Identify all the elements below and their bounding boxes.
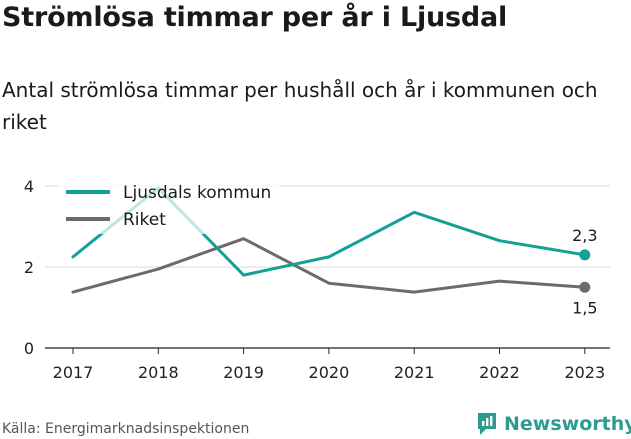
y-tick-label: 0 [24,339,34,358]
riket-end-label: 1,5 [572,298,597,317]
ljusdal-end-marker [579,249,591,261]
x-tick-label: 2019 [223,363,264,382]
legend-label-riket: Riket [123,210,166,230]
legend-background [58,176,280,234]
source-note: Källa: Energimarknadsinspektionen [2,421,250,437]
ljusdal-end-label: 2,3 [572,226,597,245]
axes: 0 2 4 2017 2018 2019 2020 2021 2022 2023 [24,177,605,382]
y-tick-label: 2 [24,258,34,277]
legend: Ljusdals kommun Riket [58,176,280,234]
legend-label-ljusdal: Ljusdals kommun [123,183,271,203]
x-tick-label: 2022 [479,363,520,382]
riket-end-marker [579,281,591,293]
chart-title: Strömlösa timmar per år i Ljusdal [2,2,508,33]
newsworthy-logo-icon [478,413,496,435]
chart-subtitle: Antal strömlösa timmar per hushåll och å… [2,78,598,134]
riket-series-line [71,237,587,294]
brand-name: Newsworthy [504,413,631,435]
x-tick-label: 2023 [564,363,605,382]
x-tick-label: 2018 [138,363,179,382]
y-tick-label: 4 [24,177,34,196]
x-tick-label: 2017 [53,363,94,382]
x-tick-label: 2020 [309,363,350,382]
brand-logo: Newsworthy [476,409,631,439]
x-tick-label: 2021 [394,363,435,382]
